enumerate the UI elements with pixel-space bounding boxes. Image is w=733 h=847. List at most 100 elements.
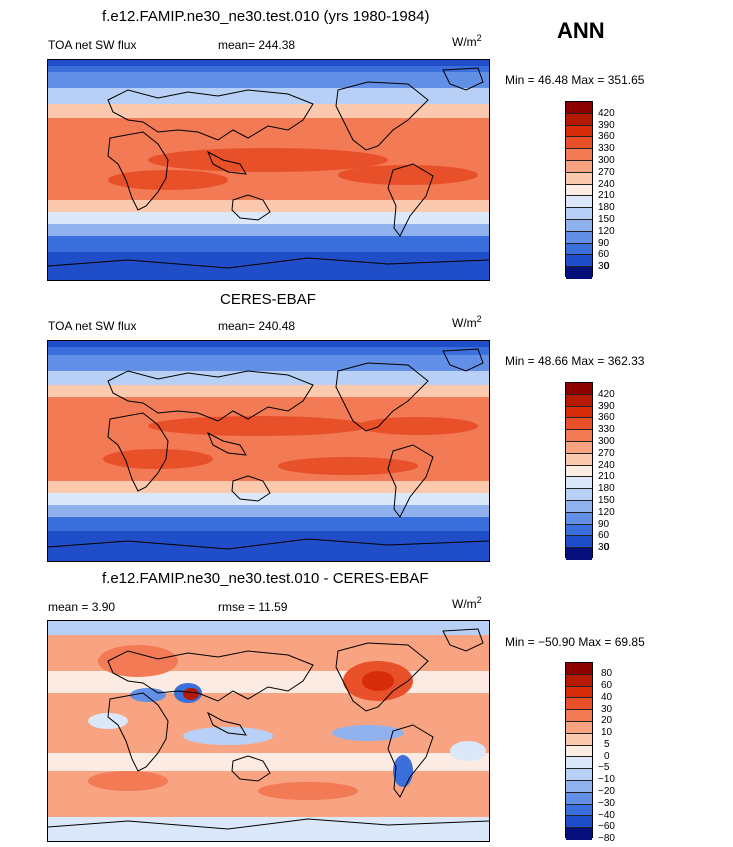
swatch <box>566 733 592 746</box>
swatch <box>566 255 592 268</box>
panel3-title: f.e12.FAMIP.ne30_ne30.test.010 - CERES-E… <box>102 570 429 587</box>
panel2-colorbar-label: 360 <box>598 412 615 423</box>
swatch <box>566 548 592 560</box>
panel2-colorbar-label: 390 <box>598 401 615 412</box>
swatch <box>566 745 592 758</box>
panel1-colorbar-label: 360 <box>598 131 615 142</box>
panel2-colorbar-label: 90 <box>598 519 610 530</box>
panel2-map <box>47 340 490 562</box>
panel2-minmax: Min = 48.66 Max = 362.33 <box>505 354 645 368</box>
panel2-unit-exp: 2 <box>476 314 482 324</box>
panel3-rmse-label: rmse = 11.59 <box>218 600 288 614</box>
panel3-colorbar-label: 5 <box>604 739 610 750</box>
panel3-unit-exp: 2 <box>476 595 482 605</box>
swatch <box>566 172 592 185</box>
swatch <box>566 243 592 256</box>
panel1-title: f.e12.FAMIP.ne30_ne30.test.010 (yrs 1980… <box>102 8 430 25</box>
panel3-colorbar-label: −20 <box>598 786 615 797</box>
swatch <box>566 524 592 537</box>
swatch <box>566 686 592 699</box>
panel3-colorbar-label: 40 <box>601 692 613 703</box>
swatch <box>566 406 592 419</box>
swatch <box>566 441 592 454</box>
panel1-colorbar-label: 30 <box>598 261 610 272</box>
panel1-colorbar-label: 210 <box>598 190 615 201</box>
panel2-colorbar-label: 150 <box>598 495 615 506</box>
swatch <box>566 465 592 478</box>
swatch <box>566 674 592 687</box>
swatch <box>566 769 592 781</box>
panel3-colorbar-label: −10 <box>598 774 615 785</box>
panel3-colorbar-label: 30 <box>601 704 613 715</box>
swatch <box>566 500 592 513</box>
panel3-map <box>47 620 490 842</box>
swatch <box>566 113 592 126</box>
swatch <box>566 710 592 722</box>
swatch <box>566 102 592 114</box>
panel1-colorbar-label: 60 <box>598 249 610 260</box>
panel2-colorbar-label: 240 <box>598 460 615 471</box>
swatch <box>566 816 592 829</box>
swatch <box>566 137 592 150</box>
panel1-colorbar-label: 420 <box>598 108 615 119</box>
panel3-colorbar-label: 0 <box>604 751 610 762</box>
panel3-unit-label: W/m2 <box>452 595 482 611</box>
panel1-colorbar-label: 240 <box>598 179 615 190</box>
panel1-mean-label: mean= 244.38 <box>218 38 296 52</box>
swatch <box>566 780 592 793</box>
panel2-colorbar-label: 30 <box>598 542 610 553</box>
panel2-mean-label: mean= 240.48 <box>218 319 296 333</box>
swatch <box>566 160 592 173</box>
swatch <box>566 804 592 817</box>
panel1-colorbar-label-last: 0 <box>604 261 610 272</box>
panel3-colorbar-label: −30 <box>598 798 615 809</box>
swatch <box>566 757 592 770</box>
panel2-colorbar-label: 210 <box>598 471 615 482</box>
panel3-mean-label: mean = 3.90 <box>48 600 116 614</box>
panel2-unit-base: W/m <box>452 316 477 330</box>
panel3-colorbar-label: −40 <box>598 810 615 821</box>
panel1-colorbar <box>565 101 593 279</box>
swatch <box>566 231 592 244</box>
panel1-unit-label: W/m2 <box>452 33 482 49</box>
swatch <box>566 512 592 525</box>
panel1-colorbar-label: 150 <box>598 214 615 225</box>
swatch <box>566 184 592 197</box>
swatch <box>566 208 592 220</box>
swatch <box>566 489 592 501</box>
panel1-minmax: Min = 46.48 Max = 351.65 <box>505 73 645 87</box>
panel3-colorbar-label: 80 <box>601 668 613 679</box>
panel1-colorbar-label: 390 <box>598 120 615 131</box>
panel2-colorbar-label: 330 <box>598 424 615 435</box>
panel2-colorbar-label: 120 <box>598 507 615 518</box>
swatch <box>566 477 592 490</box>
swatch <box>566 219 592 232</box>
panel2-colorbar-label: 270 <box>598 448 615 459</box>
panel3-colorbar <box>565 662 593 840</box>
panel2-variable-label: TOA net SW flux <box>48 319 137 333</box>
panel1-unit-base: W/m <box>452 35 477 49</box>
panel1-colorbar-label: 180 <box>598 202 615 213</box>
swatch <box>566 430 592 442</box>
panel2-colorbar-label: 180 <box>598 483 615 494</box>
swatch <box>566 418 592 431</box>
panel3-colorbar-label: −60 <box>598 821 615 832</box>
swatch <box>566 698 592 711</box>
panel3-colorbar-label: 60 <box>601 680 613 691</box>
swatch <box>566 721 592 734</box>
panel1-colorbar-label: 90 <box>598 238 610 249</box>
swatch <box>566 383 592 395</box>
panel1-unit-exp: 2 <box>476 33 482 43</box>
panel3-colorbar-label: 10 <box>601 727 613 738</box>
panel2-colorbar-label: 60 <box>598 530 610 541</box>
season-label: ANN <box>557 18 605 43</box>
swatch <box>566 394 592 407</box>
panel1-colorbar-label: 270 <box>598 167 615 178</box>
swatch <box>566 149 592 161</box>
panel1-colorbar-label: 300 <box>598 155 615 166</box>
panel1-colorbar-label: 330 <box>598 143 615 154</box>
panel3-colorbar-label: 20 <box>601 715 613 726</box>
swatch <box>566 196 592 209</box>
panel2-unit-label: W/m2 <box>452 314 482 330</box>
panel3-colorbar-label-last: −80 <box>598 833 615 844</box>
